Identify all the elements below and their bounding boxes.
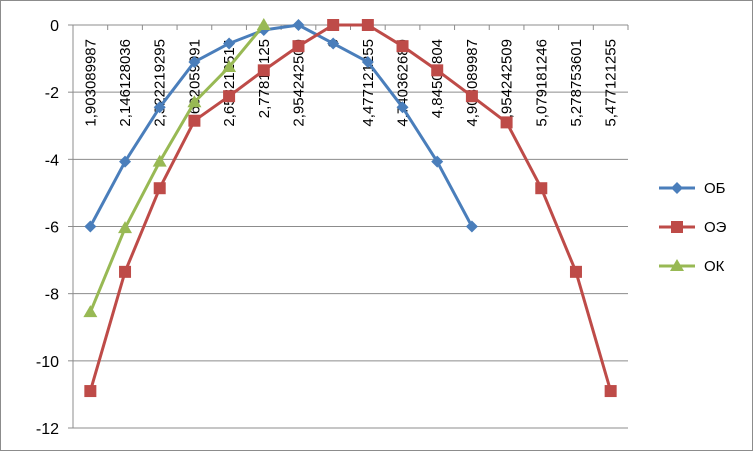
legend-item-ОБ-label: ОБ (704, 180, 726, 197)
series-ОБ (84, 19, 478, 233)
legend-item-ОК: ОК (659, 258, 725, 275)
y-tick-label: 0 (50, 18, 59, 35)
grid-lines (73, 24, 628, 429)
series-ОБ-point (465, 220, 478, 233)
legend-item-ОБ-marker (671, 182, 683, 194)
x-tick-label: 2,653212514 (221, 39, 238, 127)
series-ОБ-line (89, 23, 474, 228)
series-ОК-point (118, 221, 133, 234)
series-ОК-point (187, 95, 202, 108)
series-ОК-point (222, 59, 237, 72)
series-ОК-point (256, 18, 271, 30)
series-ОЭ-point (292, 40, 305, 53)
series-ОБ-point (84, 220, 97, 233)
legend-item-ОК-label: ОК (704, 258, 725, 275)
series-ОК-point (152, 154, 167, 167)
x-tick-label: 2,77815125 (256, 39, 273, 118)
series-ОК (83, 18, 271, 318)
series-ОЭ-point (396, 40, 409, 53)
series-ОБ-point (431, 155, 444, 168)
x-tick-label: 4,903089987 (464, 39, 481, 127)
series-ОЭ-point (84, 385, 97, 398)
series-ОЭ-point (465, 90, 478, 103)
x-tick-label: 5,079181246 (533, 39, 550, 127)
series-ОБ-point (292, 19, 305, 31)
series-ОЭ-point (223, 90, 236, 103)
legend-item-ОЭ: ОЭ (659, 219, 727, 236)
series-ОБ-point (396, 101, 409, 114)
series-ОБ-point (361, 55, 374, 68)
series-ОБ-point (153, 101, 166, 114)
series-ОЭ-point (188, 114, 201, 127)
y-axis: 0 -2 -4 -6 -8 -10 -12 (36, 18, 74, 438)
series-ОЭ-point (569, 265, 582, 278)
x-tick-label: 5,278753601 (568, 39, 585, 127)
x-tick-label: 2,954242509 (290, 39, 307, 127)
series-ОЭ-point (327, 19, 340, 31)
x-tick-label: 2,146128036 (117, 39, 134, 127)
series-ОБ-point (119, 155, 132, 168)
y-tick-label: -4 (45, 152, 59, 169)
series-ОЭ (84, 19, 617, 398)
series-ОЭ-line (88, 23, 613, 392)
legend-item-ОЭ-label: ОЭ (704, 219, 727, 236)
series-ОЭ-point (500, 116, 513, 129)
y-tick-label: -6 (45, 220, 59, 237)
series-ОЭ-point (431, 64, 444, 77)
series-ОБ-point (188, 55, 201, 68)
y-tick-label: -2 (45, 85, 59, 102)
y-tick-label: -12 (36, 421, 59, 438)
series-ОЭ-point (535, 182, 548, 195)
y-tick-label: -10 (36, 354, 59, 371)
series-ОЭ-point (257, 64, 270, 77)
series-ОК-line (88, 24, 265, 313)
y-tick-label: -8 (45, 287, 59, 304)
x-tick-label: 4,954242509 (499, 39, 516, 127)
series-layer (83, 18, 617, 398)
x-tick-label: 4,477121255 (360, 39, 377, 127)
x-tick-label: 5,477121255 (603, 39, 620, 127)
series-ОК-point (83, 305, 98, 318)
series-ОБ-point (223, 37, 236, 50)
x-tick-label: 2,322219295 (152, 39, 169, 127)
series-ОБ-point (327, 37, 340, 50)
x-tick-label: 4,84509804 (429, 39, 446, 118)
legend: ОБ ОЭ ОК (659, 180, 727, 275)
legend-item-ОЭ-marker (671, 221, 683, 233)
series-ОЭ-point (361, 19, 374, 31)
x-tick-label: 1,903089987 (82, 39, 99, 127)
legend-item-ОБ: ОБ (659, 180, 726, 197)
legend-item-ОК-marker (670, 259, 684, 271)
series-ОЭ-point (119, 265, 132, 278)
series-ОЭ-point (153, 182, 166, 195)
series-ОЭ-point (604, 385, 617, 398)
